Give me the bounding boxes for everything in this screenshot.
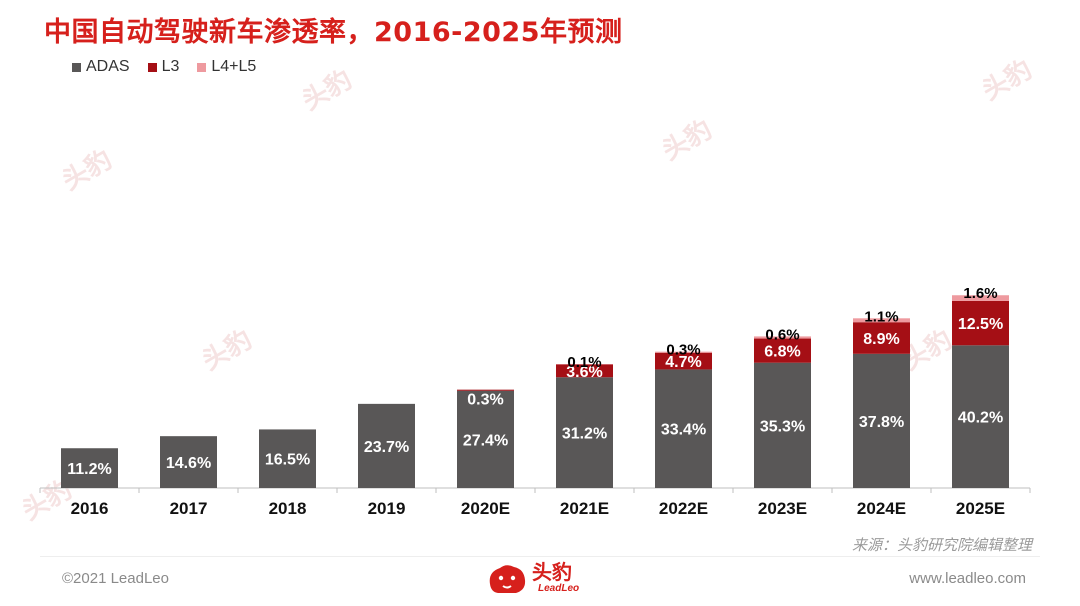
legend-swatch-adas (72, 62, 81, 72)
bar-segment-l4l5 (754, 336, 811, 339)
x-axis-label: 2020E (461, 499, 510, 518)
bar-segment-adas (655, 369, 712, 488)
page-title: 中国自动驾驶新车渗透率，2016-2025年预测 (44, 17, 623, 48)
data-label-adas: 27.4% (463, 432, 508, 449)
legend-item-l4l5: L4+L5 (197, 58, 256, 76)
data-label-l3: 0.3% (467, 392, 503, 409)
data-label-adas: 35.3% (760, 418, 805, 435)
bar-segment-adas (952, 345, 1009, 488)
legend-label-adas: ADAS (86, 58, 130, 75)
logo-name-cn: 头豹 (532, 560, 572, 584)
data-label-l3: 8.9% (863, 331, 899, 348)
data-label-l4l5: 0.3% (666, 342, 700, 359)
logo-name-en: LeadLeo (538, 583, 580, 594)
data-label-adas: 11.2% (67, 461, 111, 478)
bar-segment-l4l5 (655, 351, 712, 353)
data-label-l4l5: 1.6% (963, 285, 997, 302)
data-label-adas: 33.4% (661, 422, 706, 439)
x-axis-label: 2016 (71, 499, 109, 518)
data-label-l4l5: 0.6% (765, 326, 799, 343)
bar-segment-adas (457, 390, 514, 488)
leopard-head-icon (489, 565, 526, 593)
bar-segment-l3 (457, 389, 514, 391)
bar-segment-adas (853, 353, 910, 488)
data-label-adas: 37.8% (859, 414, 904, 431)
data-label-l4l5: 0.1% (567, 354, 601, 371)
data-label-l3: 12.5% (958, 316, 1003, 333)
bar-segment-l4l5 (853, 318, 910, 323)
data-label-l3: 3.6% (566, 364, 602, 381)
website-link[interactable]: www.leadleo.com (909, 570, 1026, 587)
data-label-l3: 4.7% (665, 354, 701, 371)
bar-segment-l3 (754, 338, 811, 363)
bar-segment-adas (160, 436, 217, 488)
bar-segment-adas (61, 448, 118, 488)
x-axis-label: 2022E (659, 499, 708, 518)
data-label-adas: 40.2% (958, 410, 1003, 427)
x-axis-label: 2018 (269, 499, 307, 518)
x-axis-label: 2021E (560, 499, 609, 518)
bar-segment-l3 (556, 364, 613, 378)
legend-item-l3: L3 (147, 58, 180, 76)
legend-swatch-l4l5 (197, 62, 207, 72)
x-axis-label: 2019 (368, 499, 406, 518)
x-axis-label: 2017 (170, 499, 208, 518)
leadleo-logo: 头豹 LeadLeo (486, 560, 579, 596)
bar-segment-adas (358, 403, 415, 488)
data-label-adas: 23.7% (364, 439, 409, 456)
bar-segment-l3 (952, 300, 1009, 346)
copyright-text: ©2021 LeadLeo (62, 570, 169, 587)
bar-segment-l3 (853, 322, 910, 354)
bar-segment-l4l5 (952, 295, 1009, 301)
bar-segment-adas (259, 429, 316, 488)
legend-item-adas: ADAS (72, 58, 130, 76)
data-label-l3: 6.8% (764, 344, 800, 361)
data-label-l4l5: 1.1% (864, 308, 898, 325)
data-label-adas: 14.6% (166, 455, 211, 472)
bar-segment-adas (754, 362, 811, 488)
legend-swatch-l3 (147, 62, 157, 72)
data-label-adas: 16.5% (265, 452, 310, 469)
x-axis-label: 2023E (758, 499, 807, 518)
source-note: 来源：头豹研究院编辑整理 (851, 536, 1032, 554)
x-axis-label: 2025E (956, 499, 1005, 518)
legend-label-l4l5: L4+L5 (211, 58, 257, 75)
x-axis-label: 2024E (857, 499, 906, 518)
bar-segment-adas (556, 377, 613, 488)
data-label-adas: 31.2% (562, 426, 607, 443)
chart-legend: ADAS L3 L4+L5 (72, 58, 256, 76)
bar-segment-l3 (655, 352, 712, 370)
footer-divider (40, 556, 1040, 557)
legend-label-l3: L3 (161, 58, 180, 75)
